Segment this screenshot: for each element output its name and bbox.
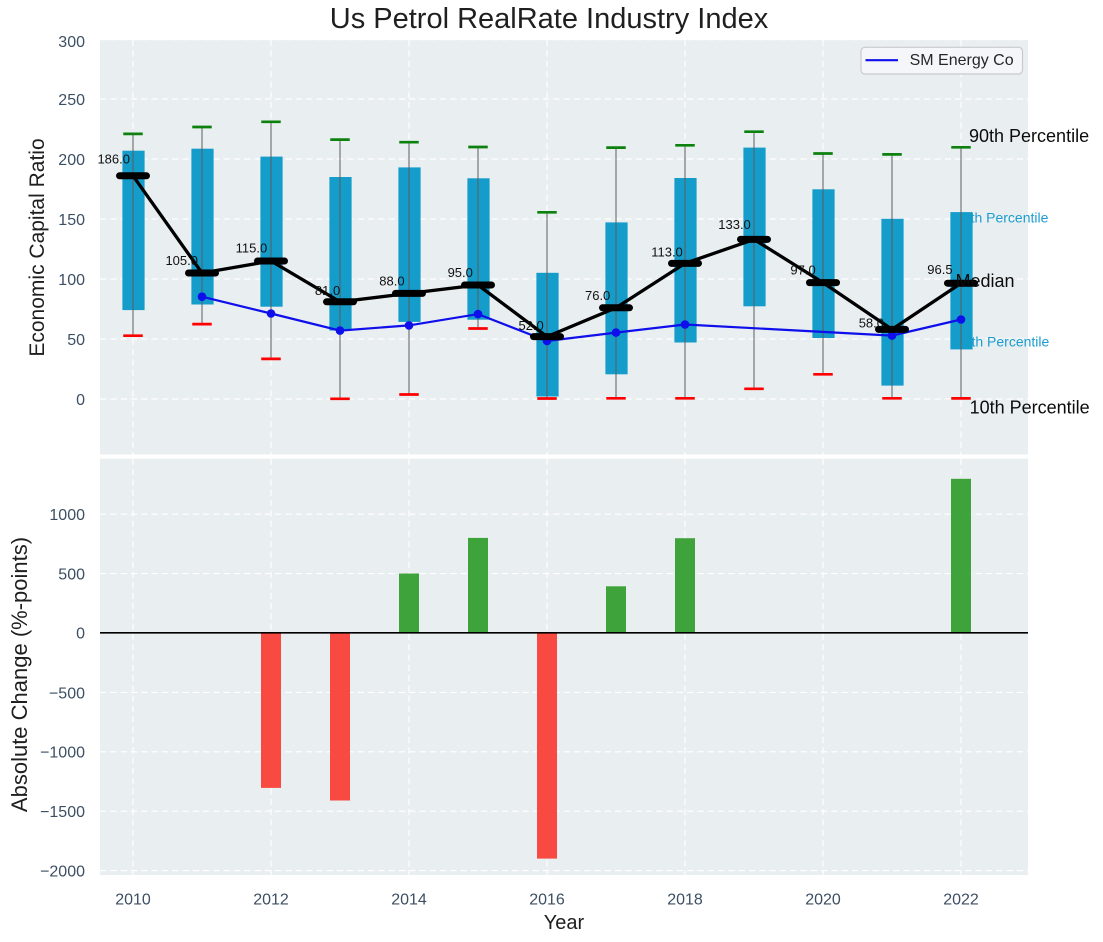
svg-text:0: 0 <box>76 626 85 643</box>
svg-text:2020: 2020 <box>805 892 841 909</box>
svg-text:50: 50 <box>67 332 85 349</box>
svg-text:90th Percentile: 90th Percentile <box>969 126 1089 146</box>
svg-text:200: 200 <box>58 152 85 169</box>
svg-text:133.0: 133.0 <box>718 217 751 232</box>
svg-text:100: 100 <box>58 272 85 289</box>
svg-text:81.0: 81.0 <box>315 283 340 298</box>
svg-text:500: 500 <box>58 566 85 583</box>
svg-text:2022: 2022 <box>943 892 979 909</box>
svg-text:75th Percentile: 75th Percentile <box>955 210 1049 226</box>
svg-text:1000: 1000 <box>49 507 85 524</box>
svg-text:SM Energy Co: SM Energy Co <box>910 52 1014 69</box>
svg-text:2018: 2018 <box>667 892 703 909</box>
svg-text:Economic Capital Ratio: Economic Capital Ratio <box>26 138 49 356</box>
svg-text:2014: 2014 <box>391 892 427 909</box>
svg-text:25th Percentile: 25th Percentile <box>956 334 1050 350</box>
svg-text:76.0: 76.0 <box>585 288 610 303</box>
svg-text:88.0: 88.0 <box>379 273 404 288</box>
svg-text:97.0: 97.0 <box>790 263 815 278</box>
svg-text:Year: Year <box>544 912 585 934</box>
svg-text:105.0: 105.0 <box>165 253 198 268</box>
svg-text:−1500: −1500 <box>40 804 85 821</box>
svg-text:2016: 2016 <box>529 892 565 909</box>
svg-text:−2000: −2000 <box>40 863 85 880</box>
svg-text:113.0: 113.0 <box>651 244 683 259</box>
svg-text:115.0: 115.0 <box>236 241 268 256</box>
svg-text:95.0: 95.0 <box>448 265 473 280</box>
svg-text:2010: 2010 <box>115 892 151 909</box>
svg-text:2012: 2012 <box>253 892 289 909</box>
svg-text:150: 150 <box>58 212 85 229</box>
svg-text:Us Petrol RealRate Industry In: Us Petrol RealRate Industry Index <box>330 3 769 35</box>
svg-text:−500: −500 <box>49 685 85 702</box>
svg-text:−1000: −1000 <box>40 745 85 762</box>
svg-text:250: 250 <box>58 92 85 109</box>
svg-text:Median: Median <box>956 271 1015 291</box>
svg-text:300: 300 <box>58 34 85 51</box>
svg-text:96.5: 96.5 <box>927 262 952 277</box>
svg-text:Absolute Change (%-points): Absolute Change (%-points) <box>7 537 32 812</box>
svg-text:186.0: 186.0 <box>97 151 130 166</box>
svg-text:58.0: 58.0 <box>859 316 884 331</box>
svg-text:0: 0 <box>76 392 85 409</box>
svg-text:10th Percentile: 10th Percentile <box>970 397 1090 417</box>
svg-text:52.0: 52.0 <box>518 318 543 333</box>
